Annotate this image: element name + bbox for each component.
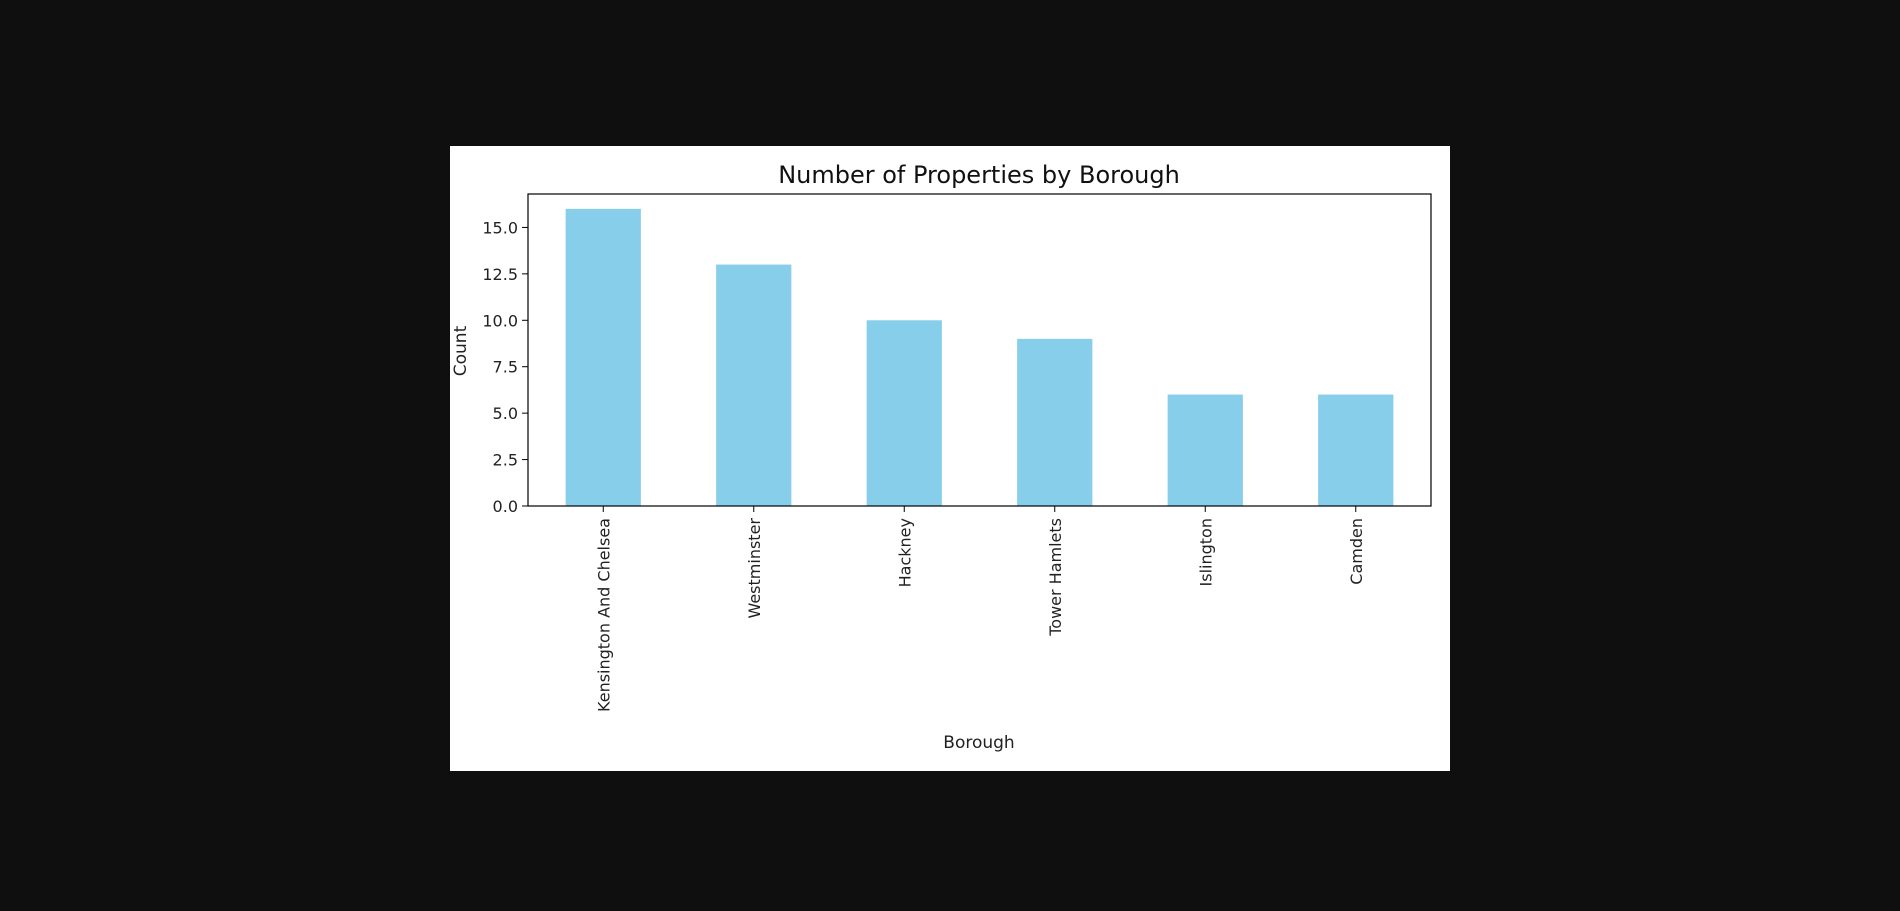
bar-camden: [1318, 394, 1394, 506]
y-axis-ticks: 0.0 2.5 5.0 7.5 10.0 12.5 15.0: [482, 218, 528, 516]
y-tick-label: 12.5: [482, 265, 518, 284]
bar-tower-hamlets: [1017, 338, 1093, 506]
chart-figure: Number of Properties by Borough 0.0 2.5 5.…: [450, 146, 1450, 771]
plot-frame: [527, 193, 1432, 507]
y-tick-label: 5.0: [493, 404, 518, 423]
x-tick-label: Westminster: [745, 518, 764, 619]
x-axis-label: Borough: [943, 733, 1014, 753]
x-tick-label: Islington: [1196, 518, 1215, 586]
bars-layer: [565, 208, 1394, 506]
x-tick-label: Tower Hamlets: [1046, 518, 1065, 637]
y-tick-label: 10.0: [482, 311, 518, 330]
y-tick-label: 7.5: [493, 358, 518, 377]
y-tick-label: 0.0: [493, 497, 518, 516]
x-axis-ticks: Kensington And Chelsea Westminster Hackney…: [594, 506, 1366, 712]
y-tick-label: 15.0: [482, 218, 518, 237]
y-tick-label: 2.5: [493, 451, 518, 470]
y-axis-label: Count: [451, 325, 471, 376]
bar-hackney: [866, 320, 942, 506]
x-tick-label: Camden: [1347, 518, 1366, 585]
bar-islington: [1167, 394, 1243, 506]
bar-kensington-and-chelsea: [565, 208, 641, 506]
bar-chart: Number of Properties by Borough 0.0 2.5 5.…: [451, 161, 1432, 753]
bar-westminster: [716, 264, 792, 506]
x-tick-label: Hackney: [895, 518, 914, 587]
chart-title: Number of Properties by Borough: [778, 161, 1180, 189]
x-tick-label: Kensington And Chelsea: [594, 518, 613, 712]
